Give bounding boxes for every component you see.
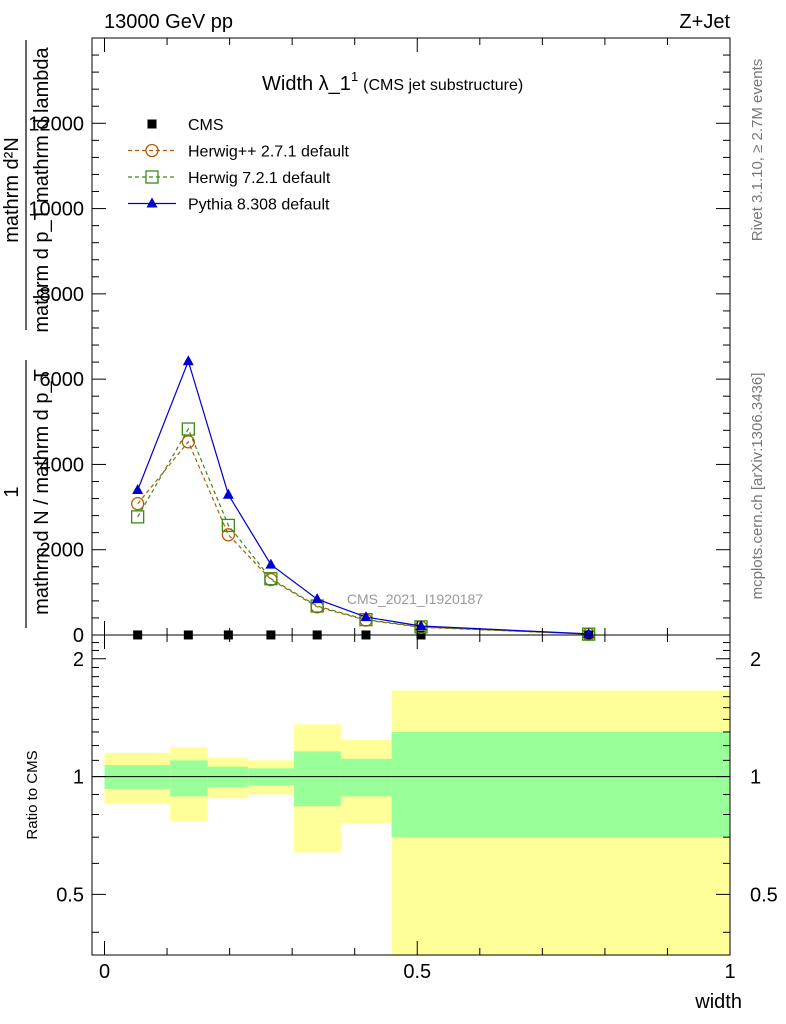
plot-title-main: Width λ_1 (262, 73, 351, 95)
ratio-stat-band (340, 758, 392, 797)
plot-title: Width λ_11 (CMS jet substructure) (262, 69, 523, 95)
ratio-ytick-label-right: 1 (750, 767, 761, 789)
header-energy: 13000 GeV pp (104, 11, 233, 33)
plot-title-sup: 1 (351, 69, 358, 84)
herwigpp-point (131, 497, 145, 511)
ratio-panel: 0.5 0.5 1 1 2 2 0 0.5 1 Ratio to CMS width (24, 634, 778, 1013)
ratio-ytick-label: 0.5 (56, 884, 84, 906)
xtick-label: 1 (724, 961, 735, 983)
pythia-point (311, 593, 323, 604)
mcplots-label: mcplots.cern.ch [arXiv:1306.3436] (749, 373, 766, 600)
ratio-ytick-label: 2 (73, 649, 84, 671)
herwigpp-point (145, 143, 159, 158)
pythia-point (415, 620, 427, 631)
ylabel-norm: mathrm d N / mathrm d p_T (31, 369, 53, 615)
herwigpp-point (221, 528, 236, 542)
watermark: CMS_2021_I1920187 (347, 591, 483, 607)
legend-label-0: CMS (188, 117, 224, 134)
legend-label-2: Herwig 7.2.1 default (188, 170, 331, 187)
pythia-point (182, 355, 194, 366)
main-ytick-label: 6000 (40, 369, 85, 391)
herwig7-point (221, 518, 236, 533)
ratio-stat-band (294, 751, 341, 807)
herwig7-point (264, 572, 278, 586)
main-marks (131, 355, 596, 641)
pythia-point (265, 558, 277, 569)
x-axis-label: width (694, 991, 742, 1013)
herwig7-point (131, 510, 145, 524)
ratio-stat-band (170, 760, 208, 797)
legend-label-3: Pythia 8.308 default (188, 197, 330, 214)
cms-point (147, 119, 157, 129)
herwig7-point (181, 422, 195, 436)
herwigpp-point (181, 435, 195, 449)
main-ytick-label: 0 (73, 625, 84, 647)
ylabel-denominator: mathrm d p_T mathrm d lambda (31, 46, 53, 332)
legend: CMS Herwig++ 2.7.1 default Herwig 7.2.1 de… (128, 117, 350, 214)
ylabel-numerator: mathrm d²N (1, 137, 23, 243)
pythia-point (222, 488, 234, 499)
xtick-label: 0.5 (403, 961, 431, 983)
herwigpp-point (264, 572, 278, 587)
ratio-stat-band (391, 731, 730, 838)
pythia-point (360, 611, 372, 622)
plot-title-sub: (CMS jet substructure) (363, 77, 523, 94)
main-ticks: 0 2000 4000 6000 8000 10000 12000 (28, 38, 731, 647)
ratio-ylabel: Ratio to CMS (24, 750, 41, 839)
ratio-ytick-label: 1 (73, 767, 84, 789)
rivet-label: Rivet 3.1.10, ≥ 2.7M events (749, 59, 766, 242)
main-ytick-label: 10000 (28, 199, 84, 221)
main-ytick-label: 12000 (28, 113, 84, 135)
ratio-ticks: 0.5 0.5 1 1 2 2 0 0.5 1 (56, 635, 778, 983)
main-ytick-label: 2000 (40, 540, 85, 562)
series-line-1 (137, 440, 589, 635)
herwig7-point (145, 170, 159, 184)
ratio-ytick-label-right: 0.5 (750, 884, 778, 906)
main-ytick-label: 4000 (40, 454, 85, 476)
pythia-point (146, 197, 158, 208)
legend-label-1: Herwig++ 2.7.1 default (188, 144, 350, 161)
ratio-marks (104, 690, 730, 955)
series-line-3 (137, 359, 589, 635)
ratio-frame (91, 634, 731, 956)
ratio-ytick-label-right: 2 (750, 649, 761, 671)
xtick-label: 0 (99, 961, 110, 983)
pythia-point (132, 484, 144, 495)
main-ytick-label: 8000 (40, 284, 85, 306)
header-process: Z+Jet (679, 11, 730, 33)
ylabel-one: 1 (1, 486, 23, 497)
